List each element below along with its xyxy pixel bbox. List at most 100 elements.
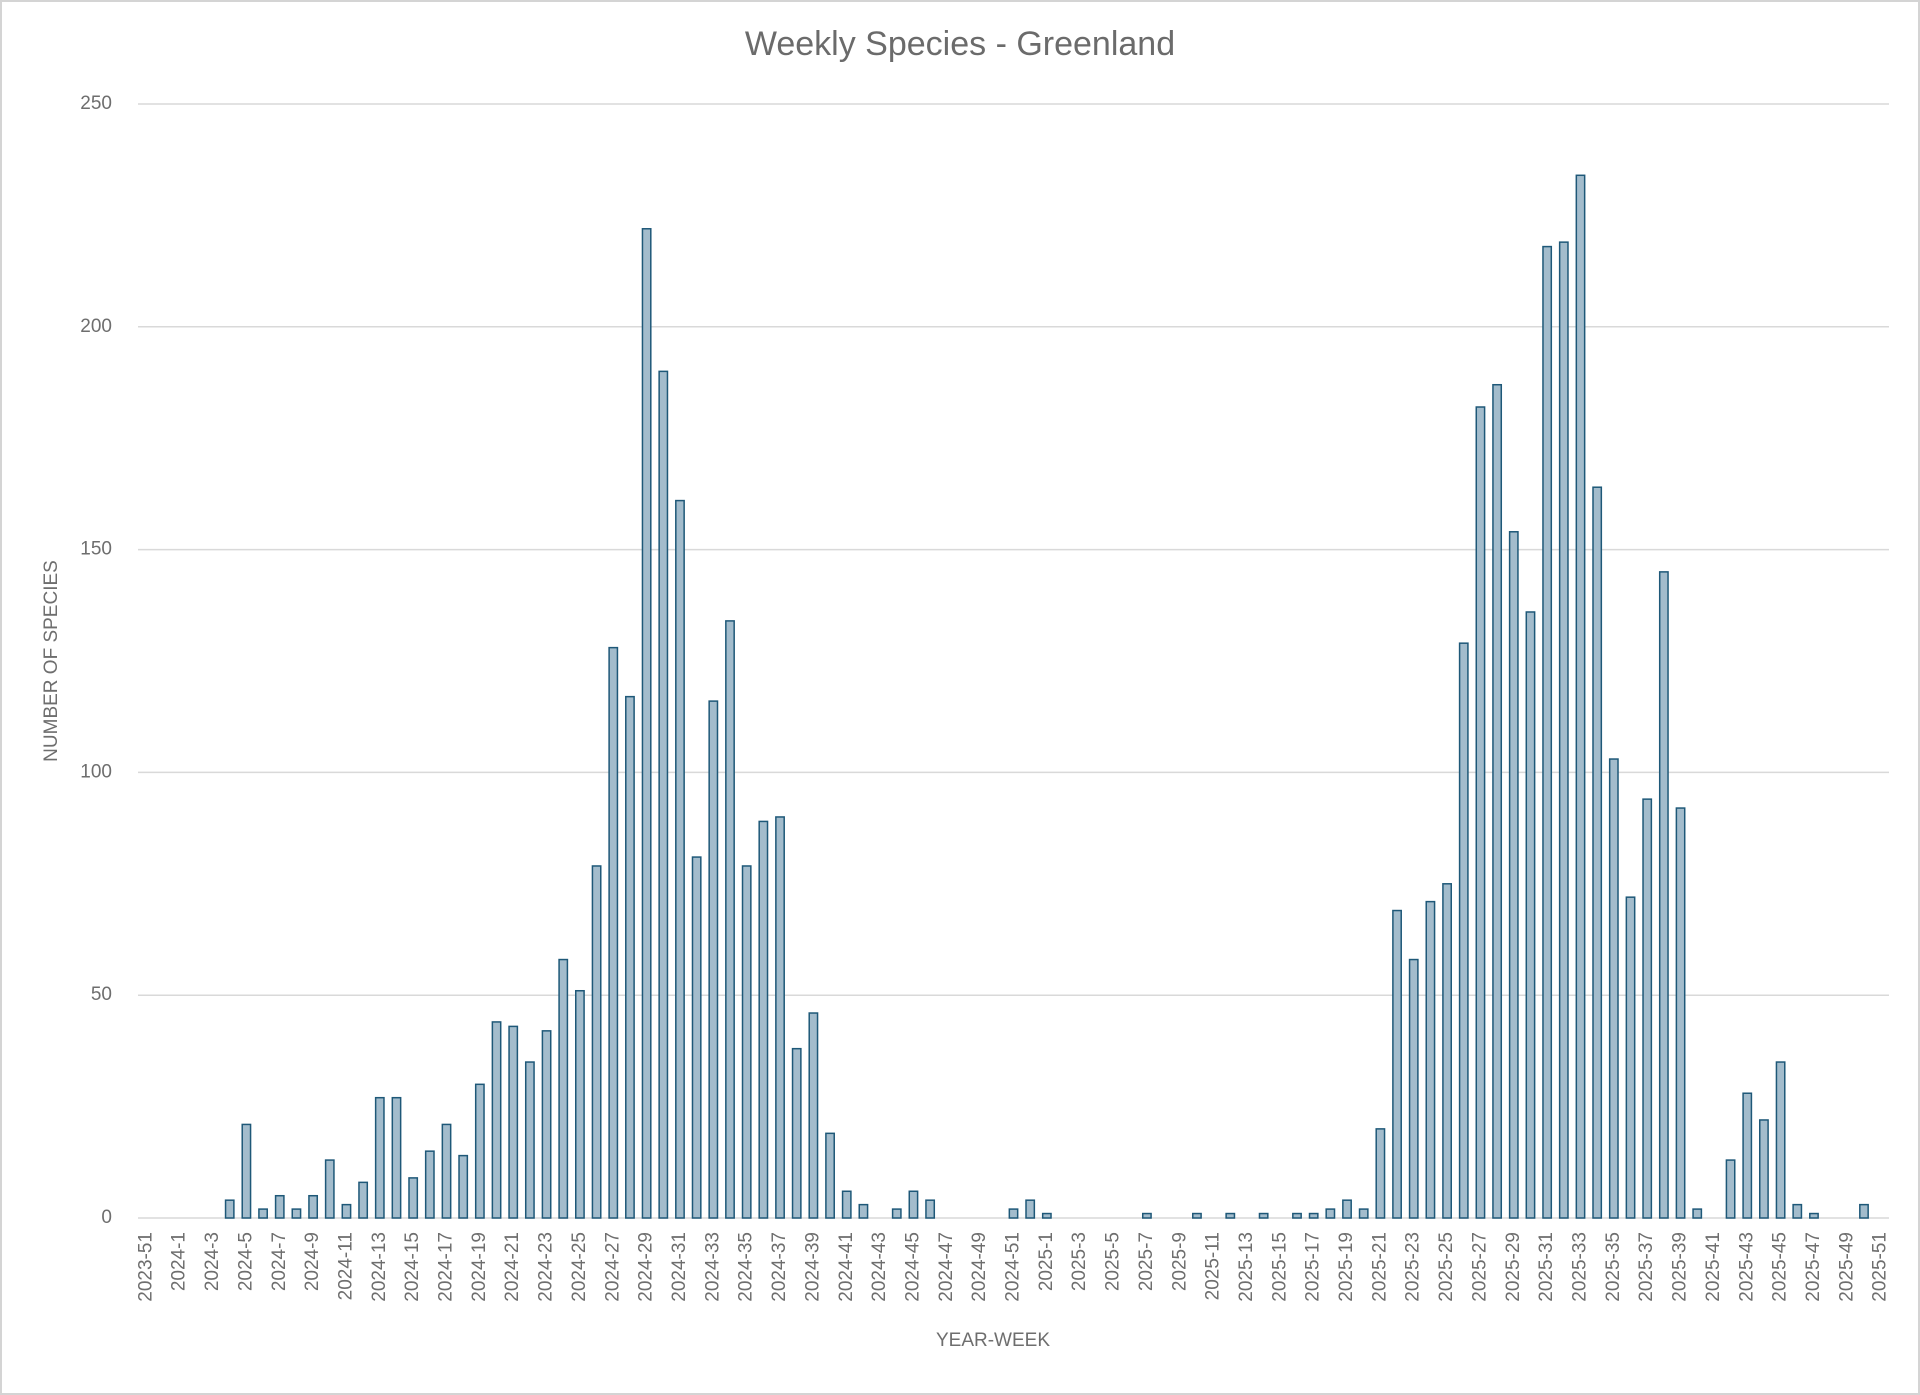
- x-tick-label: 2025-29: [1503, 1232, 1524, 1302]
- x-tick-label: 2025-3: [1069, 1232, 1090, 1291]
- x-tick-label: 2024-41: [836, 1232, 857, 1302]
- chart-title: Weekly Species - Greenland: [745, 25, 1175, 63]
- bar: [925, 1199, 936, 1219]
- y-tick-label: 250: [80, 93, 112, 114]
- bar: [524, 1061, 535, 1219]
- bar: [508, 1025, 519, 1219]
- x-tick-label: 2024-45: [902, 1232, 923, 1302]
- bar: [458, 1154, 469, 1219]
- bar: [1442, 883, 1452, 1219]
- bar: [908, 1190, 919, 1219]
- x-tick-label: 2024-31: [669, 1232, 690, 1302]
- bar: [1292, 1212, 1302, 1219]
- bar: [441, 1123, 452, 1219]
- bar: [1608, 758, 1619, 1219]
- y-tick-label: 50: [91, 984, 112, 1005]
- x-tick-label: 2025-15: [1269, 1232, 1290, 1302]
- bar: [374, 1096, 385, 1219]
- bar: [575, 989, 585, 1219]
- x-tick-label: 2024-7: [269, 1232, 290, 1291]
- bar: [1225, 1212, 1236, 1219]
- bar: [708, 700, 719, 1219]
- x-tick-label: 2024-3: [202, 1232, 223, 1291]
- bar: [641, 228, 652, 1219]
- x-tick-label: 2024-25: [569, 1232, 590, 1302]
- x-tick-label: 2024-11: [335, 1232, 356, 1300]
- x-tick-label: 2025-41: [1703, 1232, 1724, 1302]
- bar: [1475, 406, 1486, 1219]
- bar: [391, 1096, 402, 1219]
- x-tick-label: 2024-15: [402, 1232, 423, 1302]
- bar: [1392, 909, 1402, 1219]
- x-tick-label: 2024-9: [302, 1232, 323, 1291]
- bar: [491, 1021, 502, 1219]
- x-tick-label: 2024-49: [969, 1232, 990, 1302]
- bar: [474, 1083, 485, 1219]
- bar: [1675, 807, 1686, 1219]
- x-tick-label: 2025-43: [1736, 1232, 1757, 1302]
- bar: [1308, 1212, 1319, 1219]
- x-tick-label: 2024-5: [235, 1232, 256, 1291]
- bar: [1342, 1199, 1352, 1219]
- y-tick-label: 0: [101, 1207, 112, 1228]
- bar: [291, 1208, 302, 1219]
- bar: [1425, 900, 1436, 1219]
- y-tick-label: 100: [80, 761, 112, 782]
- x-tick-label: 2024-19: [469, 1232, 490, 1302]
- bar: [858, 1203, 869, 1219]
- bar: [1542, 245, 1553, 1219]
- bar: [1658, 571, 1669, 1219]
- bar: [1809, 1212, 1819, 1219]
- x-tick-label: 2023-51: [135, 1232, 156, 1302]
- x-tick-label: 2025-5: [1103, 1232, 1124, 1291]
- bar: [224, 1199, 235, 1219]
- bar: [1492, 383, 1503, 1219]
- bar: [691, 856, 702, 1219]
- bar: [1358, 1208, 1369, 1219]
- x-tick-label: 2025-19: [1336, 1232, 1357, 1302]
- bar: [558, 958, 569, 1219]
- x-tick-label: 2024-17: [436, 1232, 457, 1302]
- x-tick-label: 2025-23: [1403, 1232, 1424, 1302]
- x-tick-label: 2024-27: [602, 1232, 623, 1302]
- x-tick-label: 2024-51: [1003, 1232, 1024, 1302]
- x-tick-label: 2025-25: [1436, 1232, 1457, 1302]
- x-tick-label: 2024-39: [802, 1232, 823, 1302]
- y-tick-label: 150: [80, 539, 112, 560]
- y-tick-label: 200: [80, 316, 112, 337]
- bar: [1759, 1119, 1769, 1219]
- x-tick-label: 2025-13: [1236, 1232, 1257, 1302]
- bar: [1525, 611, 1536, 1219]
- bar: [1692, 1208, 1703, 1219]
- bar: [758, 820, 769, 1219]
- bar: [341, 1203, 352, 1219]
- bar: [1258, 1212, 1269, 1219]
- x-axis-title: YEAR-WEEK: [936, 1330, 1050, 1351]
- x-tick-label: 2025-27: [1469, 1232, 1490, 1302]
- x-tick-label: 2025-33: [1570, 1232, 1591, 1302]
- bar: [1792, 1203, 1803, 1219]
- bar: [1008, 1208, 1019, 1219]
- bar: [608, 646, 619, 1219]
- bar: [775, 816, 785, 1219]
- bar: [1375, 1128, 1386, 1219]
- bar: [1625, 896, 1636, 1219]
- bar: [541, 1030, 552, 1219]
- bar: [1558, 241, 1569, 1219]
- x-tick-label: 2025-47: [1803, 1232, 1824, 1302]
- x-tick-label: 2025-11: [1203, 1232, 1224, 1300]
- x-tick-label: 2024-29: [636, 1232, 657, 1302]
- bar: [1458, 642, 1469, 1219]
- x-tick-label: 2024-43: [869, 1232, 890, 1302]
- bar: [1859, 1203, 1869, 1219]
- x-tick-label: 2024-35: [736, 1232, 757, 1302]
- x-tick-label: 2024-33: [702, 1232, 723, 1302]
- x-tick-label: 2024-21: [502, 1232, 523, 1302]
- bar: [808, 1012, 819, 1219]
- bar: [1775, 1061, 1786, 1219]
- bar: [625, 695, 635, 1219]
- bar: [741, 865, 752, 1219]
- bar: [274, 1194, 285, 1219]
